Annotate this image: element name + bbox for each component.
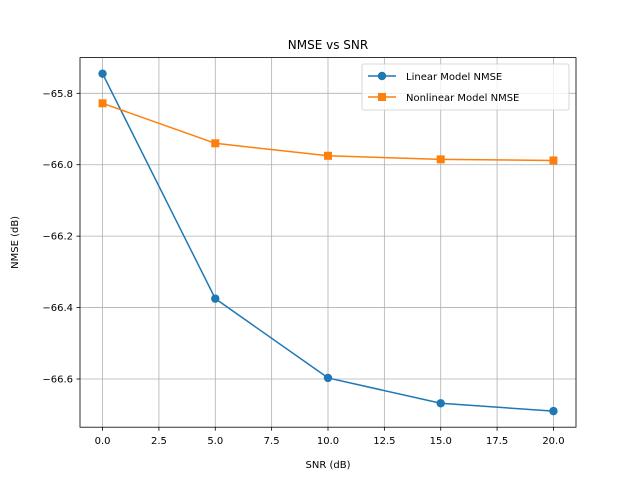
x-tick-label: 5.0 (207, 436, 223, 447)
data-point (436, 399, 445, 408)
y-tick-label: −65.8 (42, 89, 73, 100)
chart-title: NMSE vs SNR (288, 38, 368, 52)
data-point (98, 99, 107, 108)
data-point (324, 151, 332, 160)
series-layer (98, 69, 558, 416)
legend-marker-nonlinear (378, 93, 386, 101)
x-axis-label: SNR (dB) (306, 460, 351, 471)
x-axis-ticks: 0.0 2.5 5.0 7.5 10.0 12.5 15.0 17.5 20.0 (95, 427, 565, 447)
legend-box (361, 63, 570, 111)
y-tick-label: −66.6 (42, 374, 73, 385)
data-point (98, 69, 107, 78)
data-point (211, 294, 220, 303)
x-tick-label: 15.0 (430, 436, 452, 447)
y-tick-label: −66.0 (42, 160, 73, 171)
x-tick-label: 7.5 (264, 436, 280, 447)
data-point (549, 156, 558, 165)
data-point (549, 406, 558, 416)
y-axis-ticks: −65.8 −66.0 −66.2 −66.4 −66.6 (42, 89, 80, 385)
x-tick-label: 10.0 (317, 436, 339, 447)
series-1 (98, 99, 558, 165)
x-tick-label: 0.0 (95, 436, 111, 447)
x-tick-label: 12.5 (373, 436, 395, 447)
series-0 (98, 69, 558, 416)
data-point (436, 155, 445, 164)
data-point (323, 373, 333, 383)
data-point (211, 139, 220, 148)
legend: Linear Model NMSE Nonlinear Model NMSE (361, 63, 570, 111)
x-tick-label: 17.5 (486, 436, 508, 447)
legend-label-linear: Linear Model NMSE (406, 72, 502, 83)
y-tick-label: −66.4 (42, 303, 73, 314)
y-tick-label: −66.2 (42, 232, 73, 243)
legend-marker-linear (377, 71, 387, 81)
legend-label-nonlinear: Nonlinear Model NMSE (406, 93, 519, 104)
y-axis-label: NMSE (dB) (10, 216, 21, 269)
x-tick-label: 2.5 (151, 436, 167, 447)
x-tick-label: 20.0 (542, 436, 564, 447)
